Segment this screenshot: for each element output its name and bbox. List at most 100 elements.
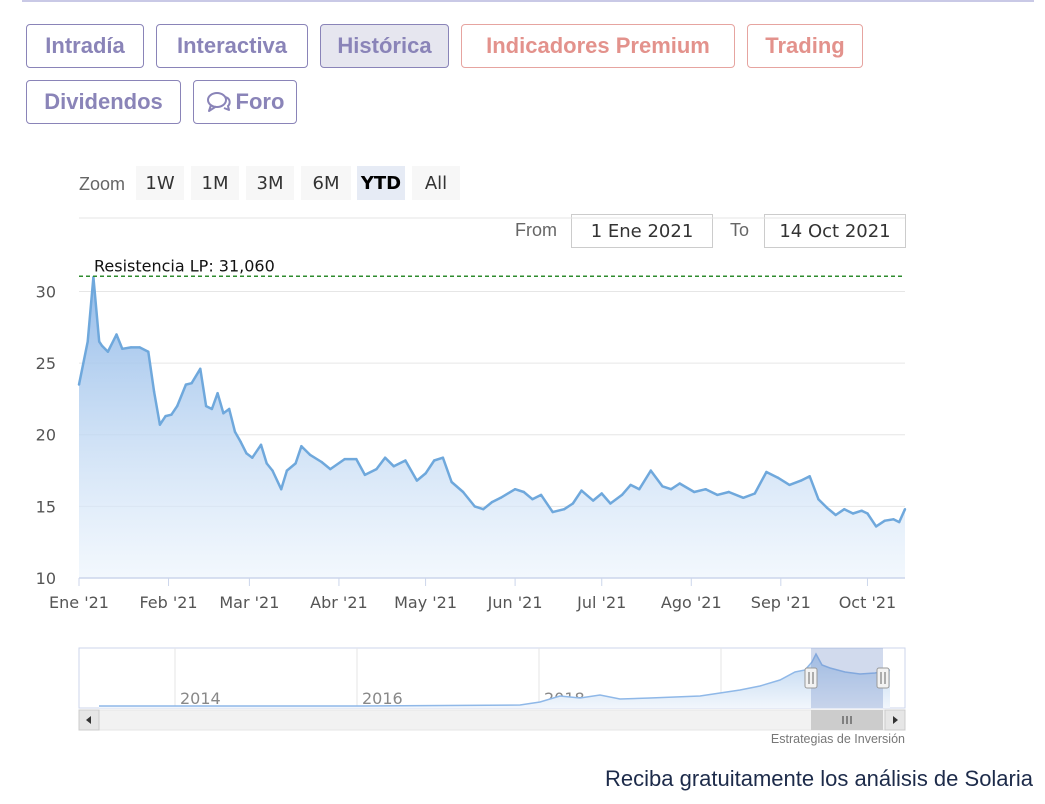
price-point[interactable]: [874, 525, 878, 528]
price-point[interactable]: [482, 508, 485, 511]
tab-interactiva[interactable]: Interactiva: [156, 24, 308, 68]
price-point[interactable]: [415, 479, 419, 482]
price-point[interactable]: [106, 350, 110, 353]
price-point[interactable]: [490, 500, 494, 504]
price-point[interactable]: [892, 518, 895, 521]
price-point[interactable]: [100, 344, 104, 348]
price-point[interactable]: [320, 460, 323, 464]
price-point[interactable]: [609, 502, 612, 505]
price-point[interactable]: [669, 488, 673, 491]
price-point[interactable]: [251, 456, 254, 459]
price-point[interactable]: [765, 470, 768, 474]
price-point[interactable]: [704, 488, 707, 491]
price-point[interactable]: [693, 490, 696, 494]
price-point[interactable]: [661, 485, 664, 488]
price-point[interactable]: [138, 346, 141, 349]
price-point[interactable]: [808, 475, 811, 478]
price-point[interactable]: [825, 506, 829, 509]
price-point[interactable]: [308, 453, 312, 456]
price-point[interactable]: [300, 445, 303, 448]
price-point[interactable]: [629, 483, 632, 487]
price-point[interactable]: [441, 456, 445, 459]
price-point[interactable]: [898, 520, 901, 524]
price-point[interactable]: [580, 489, 583, 492]
price-point[interactable]: [152, 390, 156, 393]
price-point[interactable]: [473, 505, 476, 508]
tab-indicadores-premium[interactable]: Indicadores Premium: [461, 24, 735, 68]
price-point[interactable]: [285, 469, 289, 472]
price-point[interactable]: [216, 392, 219, 395]
chart-credit[interactable]: Estrategias de Inversión: [770, 732, 905, 746]
price-point[interactable]: [329, 467, 332, 471]
price-point[interactable]: [903, 508, 907, 511]
price-point[interactable]: [404, 459, 407, 462]
price-line[interactable]: [77, 275, 907, 528]
zoom-all-button[interactable]: All: [412, 166, 460, 200]
navigator-scrollbar-track[interactable]: [78, 709, 906, 731]
price-point[interactable]: [383, 456, 387, 459]
tab-foro[interactable]: Foro: [193, 80, 297, 124]
price-point[interactable]: [239, 440, 242, 444]
navigator-right-handle[interactable]: [876, 667, 890, 689]
price-point[interactable]: [866, 512, 869, 515]
zoom-1w-button[interactable]: 1W: [136, 166, 184, 200]
price-point[interactable]: [591, 499, 595, 502]
price-point[interactable]: [834, 513, 837, 517]
navigator-left-handle[interactable]: [804, 667, 818, 689]
price-point[interactable]: [343, 457, 346, 461]
price-point[interactable]: [170, 413, 173, 416]
price-point[interactable]: [742, 496, 745, 499]
price-point[interactable]: [294, 462, 297, 465]
price-point[interactable]: [860, 509, 863, 512]
price-point[interactable]: [355, 457, 358, 461]
price-point[interactable]: [461, 490, 465, 494]
price-point[interactable]: [620, 493, 624, 497]
price-point[interactable]: [210, 407, 214, 411]
price-point[interactable]: [147, 350, 150, 353]
price-point[interactable]: [716, 493, 719, 497]
price-point[interactable]: [363, 473, 367, 477]
price-point[interactable]: [817, 498, 820, 501]
price-point[interactable]: [158, 423, 162, 426]
range-from-input[interactable]: 1 Ene 2021: [571, 214, 713, 248]
zoom-3m-button[interactable]: 3M: [246, 166, 294, 200]
price-point[interactable]: [375, 467, 378, 471]
zoom-1m-button[interactable]: 1M: [191, 166, 239, 200]
price-point[interactable]: [271, 469, 274, 472]
tab-intradia[interactable]: Intradía: [26, 24, 144, 68]
range-to-input[interactable]: 14 Oct 2021: [764, 214, 906, 248]
price-point[interactable]: [424, 472, 427, 475]
price-point[interactable]: [98, 340, 101, 343]
price-point[interactable]: [433, 459, 436, 462]
price-point[interactable]: [233, 430, 237, 434]
price-point[interactable]: [638, 488, 641, 491]
price-point[interactable]: [280, 488, 283, 491]
price-point[interactable]: [86, 340, 89, 343]
price-point[interactable]: [450, 480, 453, 484]
price-point[interactable]: [678, 482, 681, 485]
price-point[interactable]: [539, 493, 543, 497]
price-point[interactable]: [77, 383, 81, 386]
price-point[interactable]: [788, 483, 791, 487]
price-point[interactable]: [190, 382, 193, 385]
price-point[interactable]: [129, 346, 133, 349]
price-point[interactable]: [883, 519, 886, 522]
price-point[interactable]: [228, 407, 231, 411]
price-point[interactable]: [184, 383, 188, 386]
price-point[interactable]: [204, 404, 208, 408]
price-point[interactable]: [121, 347, 124, 350]
price-point[interactable]: [176, 404, 179, 408]
navigator-selection[interactable]: [811, 648, 883, 708]
price-point[interactable]: [522, 490, 525, 494]
price-point[interactable]: [776, 476, 780, 479]
price-point[interactable]: [799, 479, 803, 482]
tab-trading[interactable]: Trading: [747, 24, 863, 68]
promo-text[interactable]: Reciba gratuitamente los análisis de Sol…: [604, 766, 1033, 791]
price-point[interactable]: [115, 333, 118, 336]
price-point[interactable]: [259, 443, 263, 446]
price-point[interactable]: [571, 502, 575, 505]
price-point[interactable]: [222, 412, 225, 415]
tab-historica[interactable]: Histórica: [320, 24, 449, 68]
price-point[interactable]: [531, 498, 534, 501]
price-point[interactable]: [499, 496, 502, 499]
